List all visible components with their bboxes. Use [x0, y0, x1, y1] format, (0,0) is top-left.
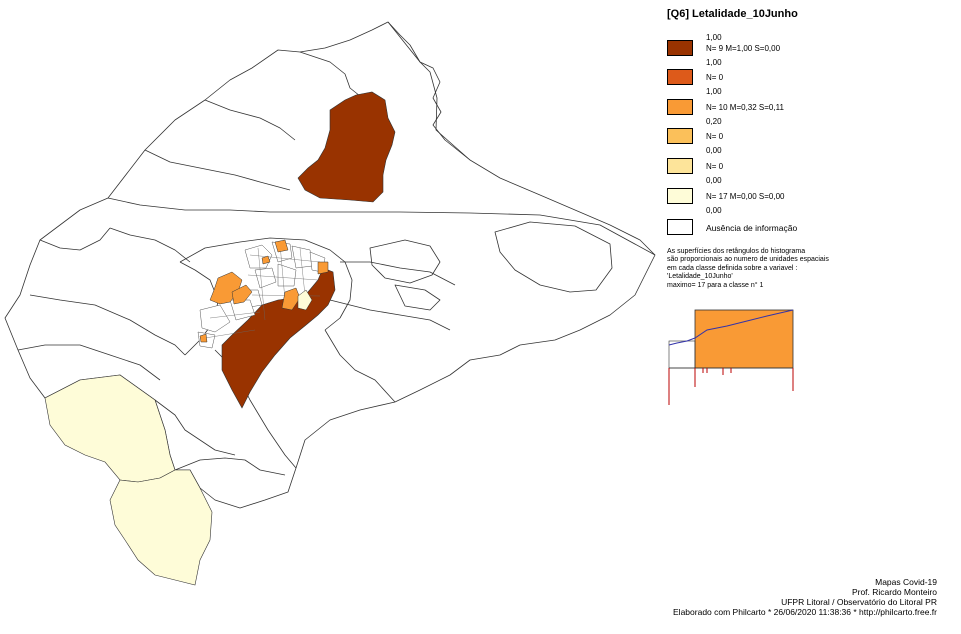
- legend-swatch-class-1: [667, 40, 693, 56]
- class-stat-label: N= 0: [706, 73, 724, 82]
- region-boundary: [109, 227, 191, 263]
- region-medium-lethality: [317, 261, 329, 275]
- urban-cell: [199, 304, 231, 333]
- region-medium-lethality: [231, 284, 253, 305]
- region-medium-lethality: [274, 239, 289, 253]
- region-boundary: [204, 99, 296, 141]
- note-line: maximo= 17 para a classe n° 1: [667, 281, 764, 289]
- class-bound-label: 1,00: [706, 87, 722, 96]
- region-boundary: [29, 294, 186, 356]
- credit-line: Prof. Ricardo Monteiro: [851, 587, 937, 597]
- class-stat-label: N= 10 M=0,32 S=0,11: [706, 103, 784, 112]
- map-credits: Mapas Covid-19 Prof. Ricardo Monteiro UF…: [673, 577, 937, 617]
- histogram: [668, 309, 794, 405]
- histogram-note: As superfícies dos retângulos do histogr…: [667, 248, 927, 290]
- credit-line: Elaborado com Philcarto * 26/06/2020 11:…: [673, 607, 937, 617]
- region-boundary: [17, 344, 161, 381]
- region-boundary: [107, 197, 656, 256]
- note-line: são proporcionais ao numero de unidades …: [667, 256, 829, 264]
- legend-swatch-class-5: [667, 158, 693, 174]
- legend-swatch-class-6: [667, 188, 693, 204]
- region-medium-lethality: [199, 333, 208, 343]
- region-medium-lethality: [281, 287, 301, 311]
- region-zero-lethality-south: [109, 469, 213, 586]
- region-boundary: [340, 261, 456, 286]
- class-bound-label: 0,20: [706, 117, 722, 126]
- class-bound-label: 0,00: [706, 146, 722, 155]
- region-zero-lethality-urban: [297, 289, 313, 311]
- urban-cell: [254, 267, 277, 289]
- class-bound-label: 1,00: [706, 33, 722, 42]
- credit-line: UFPR Litoral / Observatório do Litoral P…: [781, 597, 937, 607]
- note-line: As superfícies dos retângulos do histogr…: [667, 248, 806, 255]
- legend-swatch-absent: [667, 219, 693, 235]
- urban-area-outline: [179, 237, 353, 331]
- urban-cell: [291, 245, 313, 269]
- class-bound-label: 0,00: [706, 206, 722, 215]
- class-stat-label: N= 0: [706, 162, 724, 171]
- legend-swatch-class-3: [667, 99, 693, 115]
- island-outline: [394, 284, 441, 311]
- class-bound-label: 0,00: [706, 176, 722, 185]
- region-boundary: [154, 399, 236, 456]
- region-boundary: [324, 329, 396, 403]
- credit-line: Mapas Covid-19: [875, 577, 937, 587]
- urban-cell: [277, 263, 297, 287]
- island-outline: [494, 221, 613, 293]
- class-stat-label: N= 17 M=0,00 S=0,00: [706, 192, 785, 201]
- histogram-bar-class-3: [668, 340, 696, 369]
- absent-label: Ausência de informação: [706, 223, 798, 233]
- region-boundary: [144, 149, 291, 191]
- histogram-bar-class-6: [694, 309, 794, 369]
- legend-swatch-class-2: [667, 69, 693, 85]
- island-outline: [369, 239, 441, 284]
- region-boundary: [329, 299, 451, 331]
- note-line: em cada classe definida sobre a variavel…: [667, 264, 798, 272]
- cumulative-curve: [668, 309, 794, 346]
- region-zero-lethality-west: [44, 374, 176, 483]
- region-high-lethality-north: [297, 91, 396, 203]
- class-bound-label: 1,00: [706, 58, 722, 67]
- legend-swatch-class-4: [667, 128, 693, 144]
- class-stat-label: N= 9 M=1,00 S=0,00: [706, 44, 781, 53]
- region-medium-lethality: [261, 255, 271, 265]
- legend-title: [Q6] Letalidade_10Junho: [667, 8, 798, 20]
- region-boundary: [299, 51, 366, 101]
- region-boundary: [39, 227, 111, 251]
- note-line: 'Letalidade_10Junho': [667, 273, 733, 281]
- class-stat-label: N= 0: [706, 132, 724, 141]
- region-boundary: [174, 457, 286, 476]
- region-boundary: [387, 21, 471, 161]
